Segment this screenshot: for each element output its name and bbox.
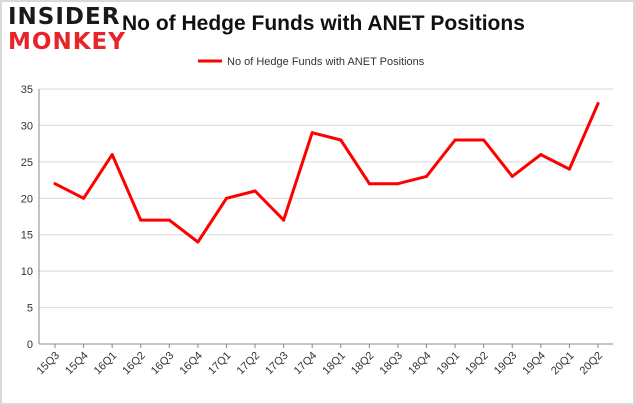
data-point [567, 167, 571, 171]
data-point [139, 218, 143, 222]
y-tick-label: 20 [21, 193, 33, 205]
x-tick-label: 19Q3 [492, 350, 520, 378]
x-tick-label: 17Q1 [206, 350, 234, 378]
data-point [82, 196, 86, 200]
data-point [167, 218, 171, 222]
data-point [224, 196, 228, 200]
data-point [453, 138, 457, 142]
data-point [367, 182, 371, 186]
x-tick-label: 19Q2 [463, 350, 491, 378]
data-point [310, 131, 314, 135]
x-tick-label: 16Q2 [120, 350, 148, 378]
data-point [510, 174, 514, 178]
data-point [282, 218, 286, 222]
data-point [425, 174, 429, 178]
legend: No of Hedge Funds with ANET Positions [198, 56, 425, 68]
x-tick-label: 17Q2 [235, 350, 263, 378]
logo-line-1: INSIDER [8, 4, 121, 30]
x-tick-label: 20Q1 [549, 350, 577, 378]
x-tick-label: 19Q4 [520, 350, 548, 378]
insider-monkey-logo: INSIDER MONKEY [8, 6, 126, 54]
data-point [539, 153, 543, 157]
data-point [339, 138, 343, 142]
series-layer [53, 102, 600, 244]
x-tick-label: 18Q4 [406, 350, 434, 378]
legend-label: No of Hedge Funds with ANET Positions [227, 56, 425, 68]
data-point [53, 182, 57, 186]
y-tick-label: 5 [27, 303, 33, 315]
x-tick-label: 18Q2 [349, 350, 377, 378]
data-point [196, 240, 200, 244]
x-tick-label: 15Q4 [63, 350, 91, 378]
y-tick-label: 30 [21, 120, 33, 132]
x-tick-label: 18Q1 [320, 350, 348, 378]
logo-line-2: MONKEY [8, 29, 126, 55]
x-tick-label: 16Q4 [177, 350, 205, 378]
y-tick-label: 15 [21, 230, 33, 242]
y-tick-label: 25 [21, 157, 33, 169]
x-tick-label: 16Q3 [149, 350, 177, 378]
x-tick-label: 17Q3 [263, 350, 291, 378]
data-point [482, 138, 486, 142]
series-line-0 [53, 102, 600, 244]
x-tick-label: 16Q1 [92, 350, 120, 378]
y-tick-label: 0 [27, 339, 33, 351]
data-point [110, 153, 114, 157]
y-tick-label: 10 [21, 266, 33, 278]
data-point [396, 182, 400, 186]
axes [38, 89, 613, 345]
data-point [596, 102, 600, 106]
x-axis-ticks: 15Q3 15Q4 16Q1 16Q2 16Q3 16Q4 17Q1 17Q2 17Q3 17Q4… [35, 344, 606, 378]
gridlines [39, 88, 613, 309]
x-tick-label: 18Q3 [378, 350, 406, 378]
x-tick-label: 15Q3 [35, 350, 63, 378]
chart-title: No of Hedge Funds with ANET Positions [122, 12, 525, 35]
y-tick-label: 35 [21, 84, 33, 96]
x-tick-label: 20Q2 [578, 350, 606, 378]
data-point [253, 189, 257, 193]
x-tick-label: 19Q1 [435, 350, 463, 378]
y-axis-ticks: 0 5 10 15 20 25 30 35 [21, 84, 33, 351]
x-tick-label: 17Q4 [292, 350, 320, 378]
